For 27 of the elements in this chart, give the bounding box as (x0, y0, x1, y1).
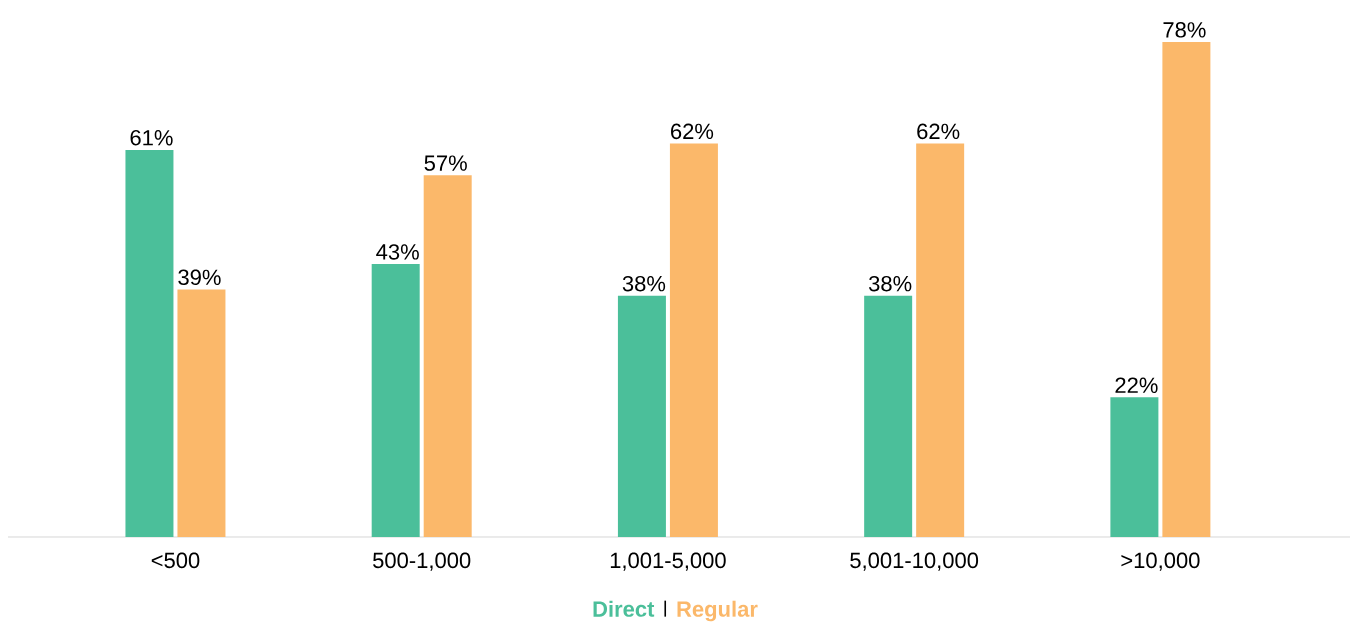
bar (371, 264, 420, 537)
bar (1162, 41, 1211, 537)
data-label: 62% (671, 123, 714, 140)
data-label: 39% (178, 269, 221, 286)
x-tick-label: <500 (151, 552, 200, 569)
data-label: 57% (424, 155, 467, 171)
data-label: 62% (917, 123, 960, 140)
text: Direct (593, 600, 655, 617)
x-tick-label: 1,001-5,000 (610, 552, 726, 571)
data-label: 38% (622, 275, 666, 292)
bar (916, 143, 965, 537)
bar (125, 149, 174, 537)
data-label: 38% (868, 275, 912, 292)
data-label: 22% (1115, 377, 1158, 393)
bar (423, 175, 472, 537)
data-label: 61% (130, 129, 173, 146)
bar (1110, 397, 1159, 537)
x-tick-label: >10,000 (1121, 552, 1200, 571)
data-label: 43% (376, 244, 419, 260)
bar (617, 295, 666, 537)
x-tick-label: 500-1,000 (373, 552, 471, 571)
data-label: 78% (1163, 22, 1206, 38)
text: Regular (677, 600, 758, 622)
bar (864, 295, 913, 537)
bar (669, 143, 718, 537)
x-tick-label: 5,001-10,000 (850, 552, 979, 571)
bar (177, 289, 226, 537)
